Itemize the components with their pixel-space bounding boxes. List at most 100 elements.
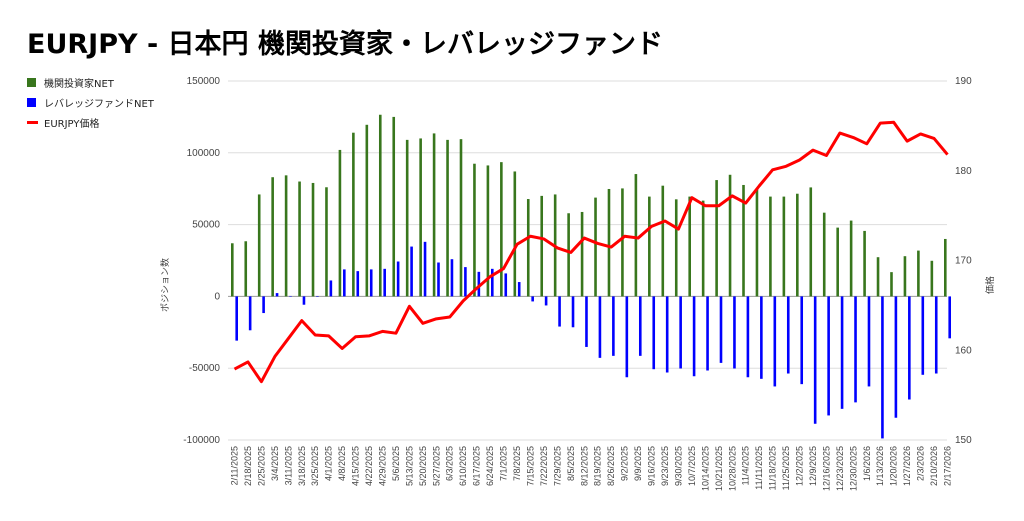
x-tick-label: 4/29/2025: [377, 446, 387, 486]
bar-institutional: [271, 177, 274, 297]
bar-leveraged: [410, 246, 413, 297]
bar-institutional: [419, 138, 422, 297]
x-tick-label: 5/20/2025: [418, 446, 428, 486]
x-tick-label: 2/17/2026: [943, 446, 953, 486]
bar-institutional: [486, 165, 490, 297]
x-tick-label: 1/20/2026: [889, 446, 899, 486]
legend-item-leveraged: レバレッジファンドNET: [27, 95, 154, 110]
x-tick-label: 6/24/2025: [485, 446, 495, 486]
bar-leveraged: [235, 296, 238, 341]
bar-institutional: [796, 193, 799, 297]
legend-swatch-red: [27, 121, 38, 124]
bar-institutional: [473, 163, 476, 297]
x-tick-label: 3/25/2025: [310, 446, 320, 486]
bar-institutional: [621, 188, 624, 297]
x-tick-label: 11/25/2025: [781, 446, 791, 490]
y-tick-label: 150000: [187, 76, 221, 87]
bar-institutional: [500, 162, 503, 297]
bar-leveraged: [343, 269, 346, 297]
bar-institutional: [648, 196, 651, 297]
x-tick-label: 1/27/2026: [902, 446, 912, 486]
bar-institutional: [432, 133, 436, 297]
x-tick-label: 9/23/2025: [660, 446, 670, 486]
x-tick-label: 8/12/2025: [579, 446, 589, 486]
x-tick-label: 6/10/2025: [458, 446, 468, 486]
price-line: [233, 120, 949, 384]
y2-tick-label: 160: [955, 345, 972, 356]
bar-leveraged: [800, 296, 804, 385]
x-tick-label: 7/15/2025: [525, 446, 535, 486]
y-tick-label: 100000: [187, 148, 221, 159]
bar-leveraged: [316, 296, 319, 297]
bar-leveraged: [558, 296, 561, 327]
x-tick-label: 2/11/2025: [230, 446, 240, 485]
bar-institutional: [917, 250, 920, 297]
bar-leveraged: [504, 273, 508, 297]
bar-institutional: [742, 184, 745, 297]
x-tick-label: 8/19/2025: [593, 446, 603, 486]
bar-leveraged: [477, 271, 481, 297]
bar-institutional: [782, 196, 786, 297]
bar-institutional: [809, 187, 813, 297]
bar-leveraged: [544, 296, 548, 306]
bar-leveraged: [302, 296, 306, 305]
bar-institutional: [944, 238, 947, 297]
x-tick-label: 2/3/2026: [916, 446, 926, 481]
x-tick-label: 3/11/2025: [283, 446, 293, 485]
x-tick-label: 4/22/2025: [364, 446, 374, 486]
x-tick-label: 1/6/2026: [862, 446, 872, 481]
x-tick-label: 8/26/2025: [606, 446, 616, 486]
bar-institutional: [378, 114, 382, 297]
bar-institutional: [338, 149, 342, 297]
y-axis-title: ポジション数: [159, 258, 170, 312]
y-tick-label: -50000: [189, 363, 221, 374]
y2-axis-title: 価格: [984, 276, 995, 294]
bar-institutional: [298, 181, 301, 297]
bar-leveraged: [827, 296, 830, 416]
bar-leveraged: [894, 296, 898, 418]
y2-tick-label: 190: [955, 76, 972, 87]
bar-leveraged: [585, 296, 588, 347]
bar-institutional: [903, 256, 907, 297]
x-tick-label: 3/4/2025: [270, 446, 280, 481]
bar-institutional: [311, 182, 315, 297]
bar-leveraged: [262, 296, 265, 314]
bar-institutional: [836, 227, 839, 297]
bar-institutional: [890, 272, 893, 297]
bar-institutional: [674, 199, 678, 297]
x-tick-label: 11/11/2025: [754, 446, 764, 490]
bar-leveraged: [491, 268, 494, 297]
bar-institutional: [284, 175, 288, 297]
y2-tick-label: 180: [955, 166, 972, 177]
bar-leveraged: [881, 296, 884, 439]
chart-title: EURJPY - 日本円 機関投資家・レバレッジファンド: [27, 29, 663, 60]
bar-institutional: [244, 241, 248, 297]
x-tick-label: 7/22/2025: [539, 446, 549, 486]
x-tick-label: 8/5/2025: [566, 446, 576, 481]
bar-institutional: [231, 243, 234, 297]
bar-leveraged: [517, 282, 521, 297]
bar-institutional: [526, 199, 530, 297]
bar-leveraged: [329, 280, 333, 297]
bar-leveraged: [289, 295, 292, 297]
x-tick-label: 10/7/2025: [687, 446, 697, 486]
bar-institutional: [863, 230, 866, 297]
x-tick-label: 5/13/2025: [404, 446, 414, 486]
y-tick-label: -100000: [183, 435, 220, 446]
x-tick-label: 2/25/2025: [256, 446, 266, 486]
bar-institutional: [352, 132, 355, 297]
bar-institutional: [405, 139, 409, 297]
bar-institutional: [876, 257, 880, 297]
bar-institutional: [567, 213, 570, 297]
bar-leveraged: [921, 296, 925, 375]
x-tick-label: 6/17/2025: [472, 446, 482, 486]
bar-leveraged: [760, 296, 763, 379]
bar-leveraged: [652, 296, 656, 370]
bar-leveraged: [948, 296, 951, 339]
x-tick-label: 10/14/2025: [700, 446, 710, 491]
y2-tick-label: 150: [955, 435, 972, 446]
bar-leveraged: [450, 259, 454, 297]
bar-institutional: [607, 188, 611, 297]
bar-institutional: [540, 195, 544, 297]
bar-institutional: [257, 194, 261, 297]
